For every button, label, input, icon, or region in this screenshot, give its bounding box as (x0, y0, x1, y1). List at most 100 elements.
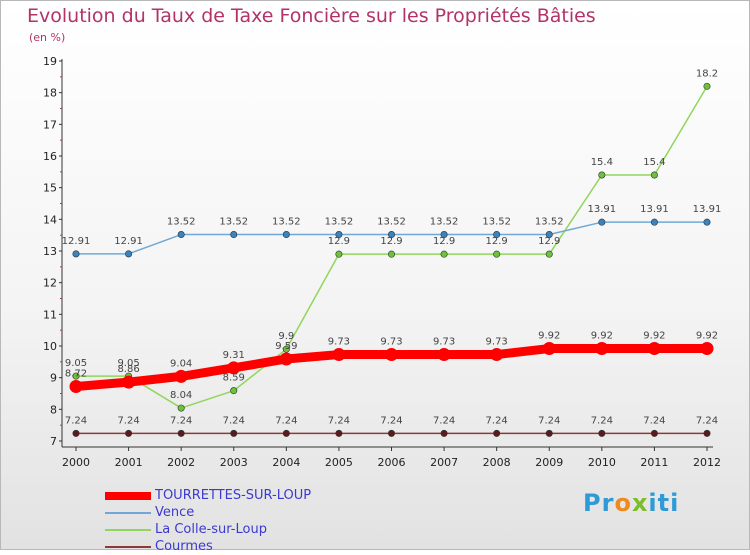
data-label-0: 9.73 (433, 337, 455, 348)
data-label-3: 7.24 (328, 415, 350, 426)
data-label-3: 7.24 (538, 415, 560, 426)
x-tick-label: 2008 (483, 456, 511, 469)
series-marker-3 (703, 429, 711, 437)
series-marker-2 (493, 250, 501, 258)
series-marker-1 (72, 250, 80, 258)
legend-swatch-vence (105, 511, 151, 514)
series-marker-2 (545, 250, 553, 258)
data-label-2: 15.4 (591, 157, 613, 168)
y-tick-label: 7 (50, 435, 57, 448)
data-label-2: 8.59 (223, 373, 245, 384)
series-marker-1 (335, 231, 343, 239)
series-marker-2 (177, 404, 185, 412)
data-label-0: 9.73 (328, 337, 350, 348)
data-label-1: 13.52 (535, 217, 564, 228)
data-label-1: 12.91 (62, 236, 91, 247)
axes: 7 8 9 10 11 12 13 14 15 16 17 18 19 2000 2001 2002 2003 2… (43, 55, 721, 469)
series-marker-2 (650, 171, 658, 179)
data-label-3: 7.24 (643, 415, 665, 426)
data-label-0: 9.73 (486, 337, 508, 348)
data-label-0: 9.59 (275, 341, 297, 352)
series-marker-1 (598, 218, 606, 226)
data-label-3: 7.24 (170, 415, 192, 426)
data-label-1: 13.52 (325, 217, 354, 228)
legend-label-vence: Vence (155, 505, 195, 520)
series-marker-0 (279, 352, 293, 366)
x-tick-label: 2010 (588, 456, 616, 469)
series-marker-0 (595, 342, 609, 356)
series-marker-3 (545, 429, 553, 437)
legend-swatch-la-colle (105, 528, 151, 531)
y-tick-label: 8 (50, 403, 57, 416)
y-tick-label: 12 (43, 277, 57, 290)
data-labels: 12.91 12.91 13.52 13.52 13.52 13.52 13.52 13.52… (62, 68, 722, 426)
data-label-2: 9.05 (65, 358, 87, 369)
data-label-3: 7.24 (65, 415, 87, 426)
plot-area (69, 82, 714, 437)
series-marker-2 (282, 345, 290, 353)
x-tick-label: 2006 (378, 456, 406, 469)
chart-title: Evolution du Taux de Taxe Foncière sur l… (27, 5, 596, 27)
series-marker-0 (174, 369, 188, 383)
series-marker-3 (493, 429, 501, 437)
series-marker-2 (72, 372, 80, 380)
data-label-3: 7.24 (433, 415, 455, 426)
data-label-3: 7.24 (380, 415, 402, 426)
series-marker-0 (385, 348, 398, 362)
series-marker-3 (387, 429, 395, 437)
series-marker-2 (335, 250, 343, 258)
y-tick-label: 18 (43, 87, 57, 100)
data-label-1: 13.52 (219, 217, 248, 228)
series-marker-1 (230, 231, 238, 239)
series-marker-0 (700, 342, 714, 356)
series-marker-2 (440, 250, 448, 258)
y-tick-label: 14 (43, 213, 57, 226)
data-label-0: 9.92 (538, 331, 560, 342)
series-marker-0 (69, 380, 83, 394)
series-marker-1 (545, 231, 553, 239)
data-label-1: 13.52 (377, 217, 406, 228)
x-tick-label: 2005 (325, 456, 353, 469)
series-marker-3 (440, 429, 448, 437)
data-label-2: 12.9 (328, 236, 350, 247)
data-label-3: 7.24 (486, 415, 508, 426)
series-marker-3 (650, 429, 658, 437)
x-tick-label: 2007 (430, 456, 458, 469)
series-marker-0 (332, 348, 346, 362)
series-marker-2 (230, 387, 238, 395)
legend-label-la-colle: La Colle-sur-Loup (155, 522, 267, 537)
data-label-1: 13.91 (588, 204, 617, 215)
y-tick-label: 19 (43, 55, 57, 68)
data-label-0: 9.92 (643, 331, 665, 342)
series-marker-1 (125, 250, 133, 258)
x-tick-label: 2001 (115, 456, 143, 469)
x-tick-label: 2004 (272, 456, 300, 469)
series-marker-3 (230, 429, 238, 437)
data-label-0: 9.04 (170, 358, 192, 369)
series-marker-3 (598, 429, 606, 437)
data-label-2: 15.4 (643, 157, 665, 168)
data-label-2: 18.2 (696, 68, 718, 79)
data-label-2: 9.05 (117, 358, 139, 369)
data-label-1: 12.91 (114, 236, 143, 247)
y-tick-label: 16 (43, 150, 57, 163)
legend-item-vence: Vence (105, 504, 311, 521)
x-tick-label: 2012 (693, 456, 721, 469)
data-label-3: 7.24 (223, 415, 245, 426)
data-label-2: 8.04 (170, 390, 192, 401)
chart-subtitle: (en %) (29, 31, 66, 44)
legend: TOURRETTES-SUR-LOUP Vence La Colle-sur-L… (105, 487, 311, 555)
x-tick-label: 2003 (220, 456, 248, 469)
series-marker-1 (440, 231, 448, 239)
series-marker-2 (703, 82, 711, 90)
x-tick-label: 2009 (535, 456, 563, 469)
data-label-3: 7.24 (696, 415, 718, 426)
data-label-2: 9.9 (278, 331, 294, 342)
data-label-0: 9.31 (223, 350, 245, 361)
data-label-1: 13.91 (693, 204, 722, 215)
data-label-1: 13.52 (272, 217, 301, 228)
legend-item-la-colle: La Colle-sur-Loup (105, 521, 311, 538)
y-tick-label: 9 (50, 372, 57, 385)
data-label-0: 9.92 (696, 331, 718, 342)
series-marker-1 (493, 231, 501, 239)
